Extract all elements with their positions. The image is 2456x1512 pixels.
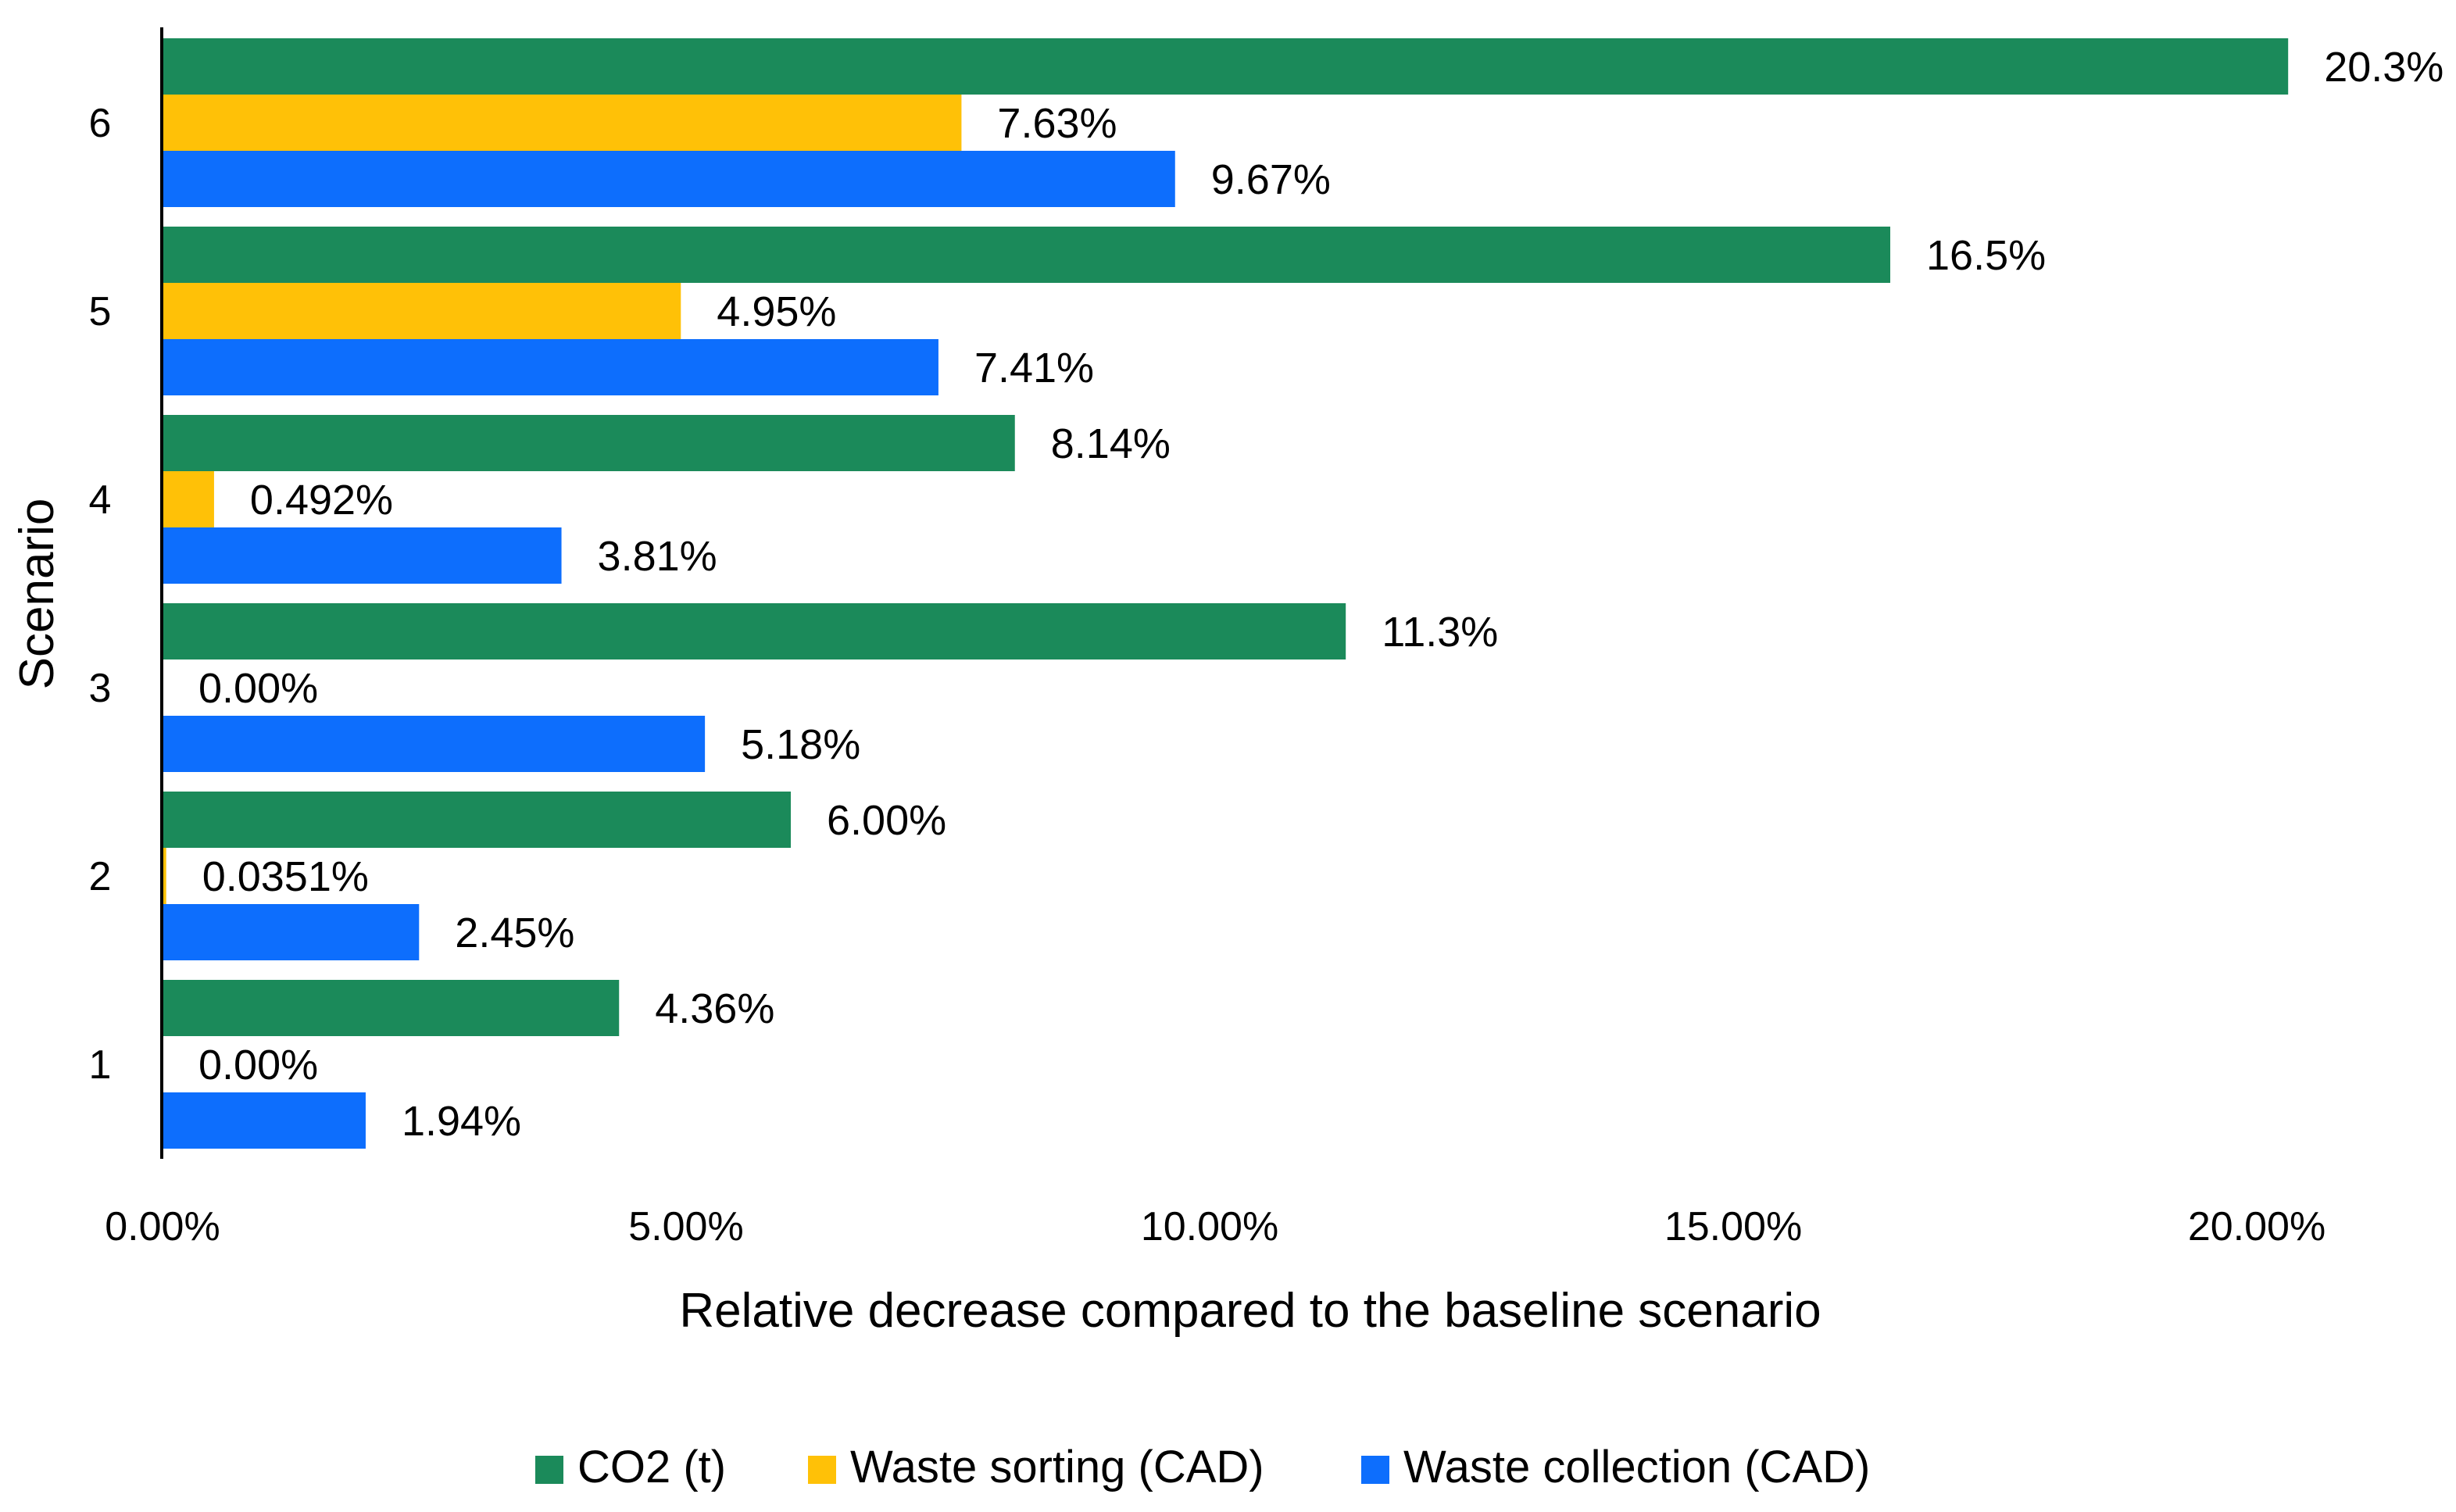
legend-swatch xyxy=(535,1456,563,1484)
legend-swatch xyxy=(808,1456,836,1484)
y-tick-label: 6 xyxy=(89,101,112,146)
legend-label: CO2 (t) xyxy=(577,1442,726,1492)
data-label: 4.36% xyxy=(655,985,774,1032)
y-tick-label: 2 xyxy=(89,854,112,899)
data-label: 8.14% xyxy=(1051,420,1171,467)
bar-waste-collection-cad-scenario-6 xyxy=(163,151,1175,207)
bar-co2-t-scenario-2 xyxy=(163,792,791,848)
y-tick-label: 3 xyxy=(89,666,112,711)
bar-waste-collection-cad-scenario-5 xyxy=(163,339,938,395)
data-label: 0.00% xyxy=(198,665,318,712)
legend: CO2 (t) Waste sorting (CAD) Waste collecti… xyxy=(535,1442,1870,1492)
y-axis-title: Scenario xyxy=(10,499,64,690)
bar-waste-collection-cad-scenario-4 xyxy=(163,527,562,584)
data-label: 6.00% xyxy=(827,797,946,844)
bar-co2-t-scenario-1 xyxy=(163,980,620,1036)
y-tick-label: 5 xyxy=(89,289,112,334)
data-label: 5.18% xyxy=(741,721,860,768)
legend-label: Waste sorting (CAD) xyxy=(850,1442,1264,1492)
bar-co2-t-scenario-4 xyxy=(163,415,1015,471)
data-label: 11.3% xyxy=(1382,609,1498,656)
y-tick-labels: 1 2 3 4 5 6 xyxy=(89,101,112,1088)
data-label: 0.492% xyxy=(250,477,393,524)
data-label: 4.95% xyxy=(717,288,836,335)
data-label: 0.00% xyxy=(198,1042,318,1088)
data-label: 20.3% xyxy=(2324,44,2443,91)
x-tick-label: 0.00% xyxy=(105,1204,220,1249)
x-tick-labels: 0.00% 5.00% 10.00% 15.00% 20.00% xyxy=(105,1204,2326,1249)
data-label: 1.94% xyxy=(402,1098,521,1145)
y-tick-label: 4 xyxy=(89,477,112,523)
legend-label: Waste collection (CAD) xyxy=(1403,1442,1870,1492)
y-tick-label: 1 xyxy=(89,1042,112,1088)
bar-waste-collection-cad-scenario-3 xyxy=(163,716,706,772)
data-label: 0.0351% xyxy=(202,853,369,900)
data-label: 3.81% xyxy=(598,533,717,580)
bar-waste-sorting-cad-scenario-6 xyxy=(163,95,962,151)
bar-co2-t-scenario-5 xyxy=(163,227,1890,283)
x-tick-label: 5.00% xyxy=(628,1204,743,1249)
data-labels-layer: 4.36% 0.00% 1.94% 6.00% 0.0351% 2.45% 11.3% 0.0… xyxy=(198,44,2443,1145)
x-tick-label: 20.00% xyxy=(2188,1204,2326,1249)
bar-waste-collection-cad-scenario-1 xyxy=(163,1092,366,1149)
data-label: 7.63% xyxy=(997,100,1117,147)
data-label: 9.67% xyxy=(1211,156,1331,203)
bar-waste-collection-cad-scenario-2 xyxy=(163,904,420,960)
bars-layer xyxy=(163,38,2289,1149)
x-tick-label: 10.00% xyxy=(1141,1204,1278,1249)
data-label: 16.5% xyxy=(1926,232,2046,279)
x-tick-label: 15.00% xyxy=(1664,1204,1802,1249)
bar-co2-t-scenario-3 xyxy=(163,603,1346,659)
data-label: 2.45% xyxy=(455,910,574,956)
bar-co2-t-scenario-6 xyxy=(163,38,2289,95)
bar-waste-sorting-cad-scenario-5 xyxy=(163,283,681,339)
bar-waste-sorting-cad-scenario-4 xyxy=(163,471,214,527)
data-label: 7.41% xyxy=(974,345,1094,391)
legend-swatch xyxy=(1361,1456,1389,1484)
bar-waste-sorting-cad-scenario-2 xyxy=(163,848,166,904)
x-axis-title: Relative decrease compared to the baseli… xyxy=(679,1284,1821,1338)
